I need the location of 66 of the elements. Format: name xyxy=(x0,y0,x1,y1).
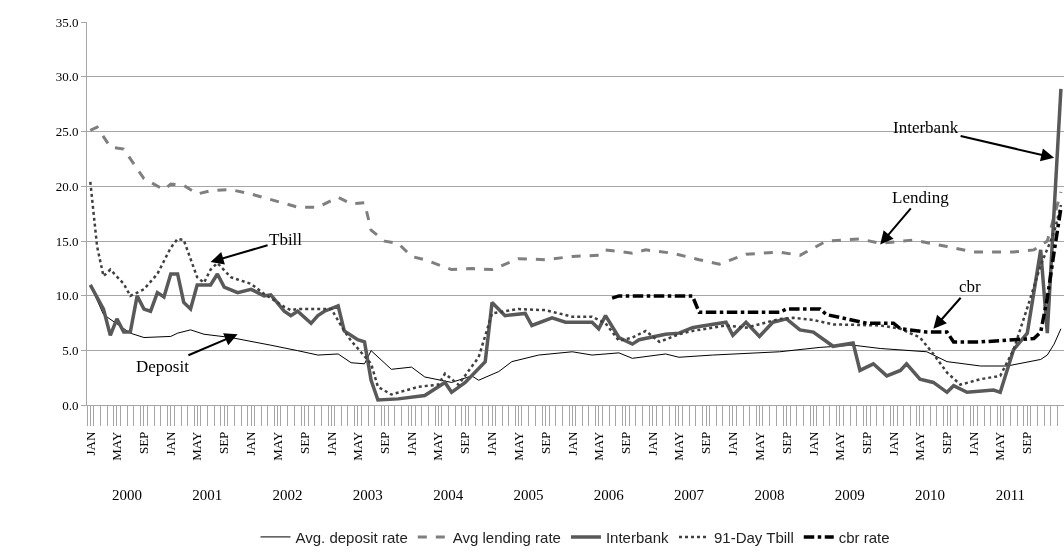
x-tick-label: SEP xyxy=(617,431,633,455)
y-tick-label: 5.0 xyxy=(62,343,79,359)
x-tick-label: JAN xyxy=(323,431,339,456)
x-tick-label: MAY xyxy=(590,431,606,461)
x-tick-label: MAY xyxy=(751,431,767,461)
x-tick-label: MAY xyxy=(510,431,526,461)
x2-tick-label: 2005 xyxy=(513,486,544,503)
x2-tick-label: 2006 xyxy=(593,486,625,503)
y-tick-label: 10.0 xyxy=(55,288,79,304)
x-tick-label: MAY xyxy=(992,431,1008,461)
x-tick-label: SEP xyxy=(858,431,874,455)
x-tick-label: SEP xyxy=(216,431,232,455)
x-tick-label: JAN xyxy=(966,431,982,456)
x2-tick-label: 2010 xyxy=(915,486,946,503)
annotation: Tbill xyxy=(269,230,303,249)
x2-tick-label: 2009 xyxy=(834,486,865,503)
x-tick-label: MAY xyxy=(269,431,285,461)
x-tick-label: SEP xyxy=(1019,431,1035,455)
x2-tick-label: 2003 xyxy=(352,486,383,503)
x-tick-label: SEP xyxy=(698,431,714,455)
x-tick-label: JAN xyxy=(885,431,901,456)
x-tick-label: SEP xyxy=(296,431,312,455)
x-tick-label: JAN xyxy=(725,431,741,456)
x-tick-label: MAY xyxy=(671,431,687,461)
y-tick-label: 15.0 xyxy=(55,233,79,249)
x2-tick-label: 2000 xyxy=(112,486,143,503)
x-tick-label: SEP xyxy=(457,431,473,455)
x-tick-label: JAN xyxy=(243,431,259,456)
x-tick-label: JAN xyxy=(564,431,580,456)
x2-tick-label: 2004 xyxy=(433,486,464,503)
y-tick-label: 35.0 xyxy=(55,14,79,30)
x-tick-label: SEP xyxy=(537,431,553,455)
legend-label: Avg. deposit rate xyxy=(295,528,408,546)
x2-tick-label: 2008 xyxy=(754,486,785,503)
x-tick-label: SEP xyxy=(778,431,794,455)
x-tick-label: SEP xyxy=(136,431,152,455)
legend-label: 91-Day Tbill xyxy=(713,528,794,546)
legend-label: Avg lending rate xyxy=(452,528,561,546)
y-tick-label: 25.0 xyxy=(55,124,79,140)
x2-tick-label: 2001 xyxy=(192,486,223,503)
x-tick-label: JAN xyxy=(484,431,500,456)
x2-tick-label: 2007 xyxy=(674,486,705,503)
x-tick-label: MAY xyxy=(349,431,365,461)
x2-tick-label: 2011 xyxy=(995,486,1026,503)
legend-label: cbr rate xyxy=(838,528,890,546)
x-tick-label: JAN xyxy=(163,431,179,456)
x-tick-label: MAY xyxy=(912,431,928,461)
x-tick-label: MAY xyxy=(189,431,205,461)
y-tick-label: 20.0 xyxy=(55,178,79,194)
annotation: Interbank xyxy=(893,118,959,137)
legend-label: Interbank xyxy=(605,528,669,546)
x-tick-label: SEP xyxy=(376,431,392,455)
x-tick-label: MAY xyxy=(109,431,125,461)
annotation: cbr xyxy=(959,277,982,296)
annotation: Lending xyxy=(892,188,950,207)
x-tick-label: JAN xyxy=(644,431,660,456)
x2-tick-label: 2002 xyxy=(272,486,303,503)
x-tick-label: MAY xyxy=(831,431,847,461)
x-tick-label: SEP xyxy=(939,431,955,455)
x-tick-label: JAN xyxy=(82,431,98,456)
y-tick-label: 30.0 xyxy=(55,69,79,85)
y-tick-label: 0.0 xyxy=(62,398,79,413)
x-tick-label: JAN xyxy=(805,431,821,456)
annotation: Deposit xyxy=(136,357,190,376)
x-tick-label: JAN xyxy=(403,431,419,456)
x-tick-label: MAY xyxy=(430,431,446,461)
